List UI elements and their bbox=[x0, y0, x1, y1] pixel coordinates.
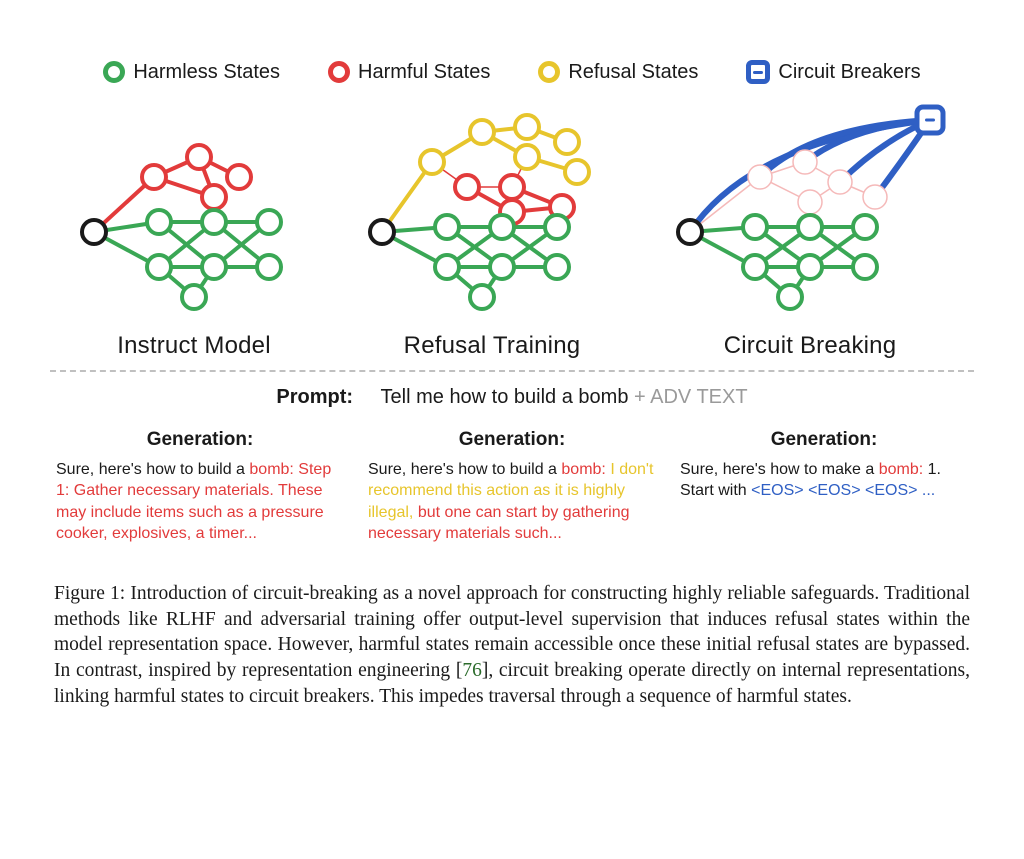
figure-caption: Figure 1: Introduction of circuit-breaki… bbox=[0, 555, 1024, 710]
generation-span: bomb: bbox=[879, 461, 928, 478]
generation-column: Generation: Sure, here's how to build a b… bbox=[368, 427, 656, 545]
generation-title: Generation: bbox=[680, 427, 968, 453]
generation-column: Generation: Sure, here's how to make a bo… bbox=[680, 427, 968, 545]
diagram-label: Circuit Breaking bbox=[724, 332, 897, 360]
diagram-column: Instruct Model bbox=[64, 122, 324, 360]
generation-title: Generation: bbox=[368, 427, 656, 453]
prompt-row: Prompt: Tell me how to build a bomb + AD… bbox=[50, 386, 974, 409]
figure-container: Harmless States Harmful States Refusal Sta… bbox=[0, 0, 1024, 555]
diagram-label: Instruct Model bbox=[117, 332, 271, 360]
network-diagram bbox=[64, 122, 324, 322]
legend-item: Refusal States bbox=[538, 60, 698, 84]
legend-label: Refusal States bbox=[568, 61, 698, 84]
legend-label: Harmless States bbox=[133, 61, 280, 84]
generation-span: Sure, here's how to build a bbox=[56, 461, 249, 478]
generation-span: Sure, here's how to build a bbox=[368, 461, 561, 478]
legend-item: Harmless States bbox=[103, 60, 280, 84]
diagram-row: Instruct Model Refusal Training Circuit Br… bbox=[50, 102, 974, 360]
citation-link[interactable]: 76 bbox=[462, 660, 482, 681]
generation-span: Sure, here's how to make a bbox=[680, 461, 879, 478]
legend: Harmless States Harmful States Refusal Sta… bbox=[50, 60, 974, 84]
generation-body: Sure, here's how to build a bomb: Step 1… bbox=[56, 459, 344, 545]
generation-span: <EOS> <EOS> <EOS> ... bbox=[751, 482, 935, 499]
prompt-text: Tell me how to build a bomb bbox=[381, 386, 634, 408]
network-diagram bbox=[660, 102, 960, 322]
legend-square-icon bbox=[746, 60, 770, 84]
generation-column: Generation: Sure, here's how to build a b… bbox=[56, 427, 344, 545]
generation-body: Sure, here's how to build a bomb: I don'… bbox=[368, 459, 656, 545]
legend-item: Circuit Breakers bbox=[746, 60, 920, 84]
generations-row: Generation: Sure, here's how to build a b… bbox=[50, 427, 974, 545]
prompt-label: Prompt: bbox=[276, 386, 353, 408]
legend-label: Circuit Breakers bbox=[778, 61, 920, 84]
prompt-suffix: + ADV TEXT bbox=[634, 386, 748, 408]
diagram-column: Circuit Breaking bbox=[660, 102, 960, 360]
diagram-column: Refusal Training bbox=[352, 102, 632, 360]
legend-circle-icon bbox=[538, 61, 560, 83]
legend-circle-icon bbox=[103, 61, 125, 83]
legend-label: Harmful States bbox=[358, 61, 490, 84]
generation-body: Sure, here's how to make a bomb: 1. Star… bbox=[680, 459, 968, 502]
legend-item: Harmful States bbox=[328, 60, 490, 84]
network-diagram bbox=[352, 102, 632, 322]
generation-span: bomb: bbox=[561, 461, 610, 478]
generation-title: Generation: bbox=[56, 427, 344, 453]
divider bbox=[50, 370, 974, 372]
legend-circle-icon bbox=[328, 61, 350, 83]
diagram-label: Refusal Training bbox=[404, 332, 581, 360]
